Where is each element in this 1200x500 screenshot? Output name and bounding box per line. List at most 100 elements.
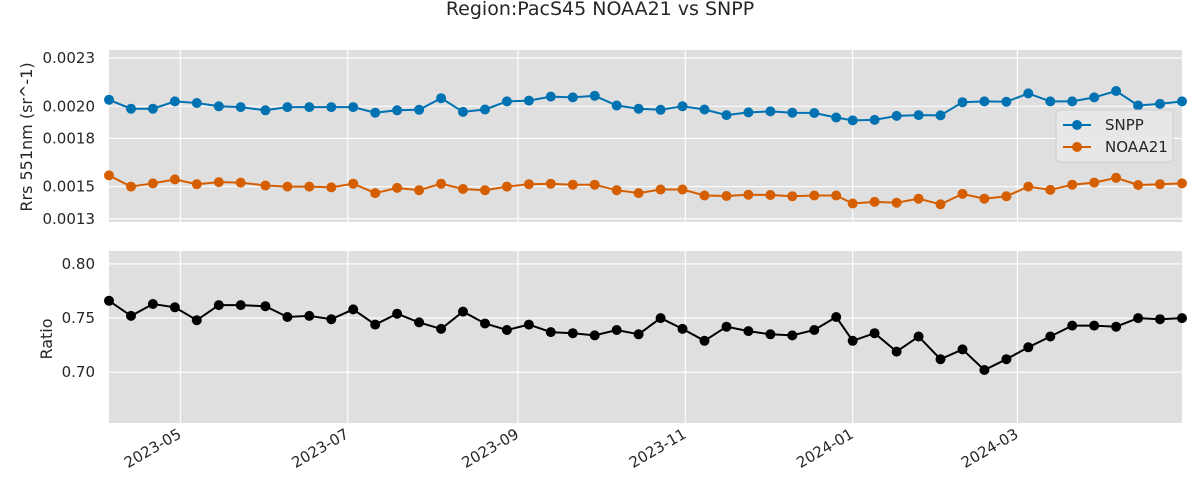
ratio-data-point — [436, 323, 447, 334]
noaa21-data-point — [523, 179, 534, 190]
noaa21-data-point — [458, 184, 468, 194]
x-tick-label: 2024-01 — [793, 425, 856, 472]
ratio-data-point — [1023, 342, 1034, 353]
noaa21-data-point — [567, 179, 578, 190]
ratio-data-point — [545, 327, 556, 338]
chart-title: Region:PacS45 NOAA21 vs SNPP — [446, 0, 754, 20]
snpp-data-point — [169, 96, 180, 107]
noaa21-data-point — [1001, 191, 1012, 202]
snpp-data-point — [935, 110, 946, 121]
ratio-data-point — [655, 313, 666, 324]
snpp-data-point — [370, 107, 381, 118]
top-panel-background — [109, 50, 1182, 222]
snpp-data-point — [787, 107, 798, 118]
x-tick-label: 2023-07 — [288, 425, 351, 472]
ratio-data-point — [1067, 320, 1078, 331]
y-tick-label: 0.0018 — [43, 129, 96, 147]
snpp-data-point — [847, 115, 858, 126]
legend-entry-label: NOAA21 — [1105, 138, 1168, 156]
ratio-data-point — [913, 331, 924, 342]
ratio-data-point — [721, 321, 732, 332]
ratio-data-point — [847, 335, 858, 346]
x-tick-label: 2023-05 — [121, 425, 184, 472]
y-tick-label: 0.0023 — [43, 49, 96, 67]
ratio-data-point — [414, 317, 425, 328]
noaa21-data-point — [935, 199, 946, 210]
noaa21-data-point — [765, 190, 776, 200]
snpp-data-point — [1067, 96, 1078, 107]
ratio-data-point — [891, 346, 902, 357]
noaa21-data-point — [235, 177, 246, 188]
ratio-data-point — [699, 335, 710, 346]
noaa21-data-point — [611, 185, 622, 196]
x-tick-label: 2024-03 — [958, 425, 1021, 472]
y-tick-label: 0.0013 — [43, 210, 96, 228]
noaa21-data-point — [126, 181, 136, 192]
snpp-data-point — [869, 114, 880, 125]
snpp-data-point — [1045, 96, 1056, 107]
ratio-data-point — [370, 319, 381, 330]
ratio-data-point — [304, 310, 315, 321]
ratio-data-point — [169, 302, 180, 313]
legend-swatch-marker — [1072, 142, 1082, 152]
snpp-data-point — [235, 102, 246, 113]
noaa21-data-point — [743, 189, 754, 200]
ratio-data-point — [1111, 321, 1122, 332]
y-tick-label: 0.0020 — [43, 97, 96, 115]
snpp-data-point — [809, 108, 820, 118]
ratio-data-point — [869, 328, 880, 339]
snpp-data-point — [523, 95, 534, 106]
noaa21-data-point — [260, 180, 271, 191]
top-panel-y-axis-label: Rrs 551nm (sr^-1) — [17, 62, 36, 211]
ratio-data-point — [611, 325, 622, 335]
snpp-data-point — [1111, 86, 1122, 96]
snpp-data-point — [611, 100, 622, 111]
ratio-data-point — [501, 325, 512, 335]
bottom-panel-series — [104, 295, 1187, 375]
snpp-data-point — [677, 101, 688, 112]
noaa21-data-point — [721, 191, 732, 201]
snpp-data-point — [721, 110, 732, 121]
noaa21-data-point — [1089, 177, 1100, 188]
noaa21-data-point — [957, 188, 968, 199]
ratio-data-point — [147, 299, 158, 309]
noaa21-data-point — [348, 178, 359, 189]
snpp-data-point — [480, 104, 490, 115]
snpp-data-point — [913, 110, 924, 121]
ratio-data-point — [765, 329, 776, 340]
noaa21-data-point — [891, 197, 902, 208]
ratio-data-point — [523, 319, 534, 330]
bottom-panel: 0.70 0.75 0.80 2023-05 2023-07 2023-09 2023-1… — [37, 251, 1187, 472]
snpp-data-point — [326, 102, 337, 113]
ratio-data-point — [743, 326, 754, 337]
snpp-data-point — [348, 102, 359, 113]
noaa21-data-point — [787, 191, 798, 202]
noaa21-data-point — [677, 184, 688, 195]
snpp-data-point — [1023, 88, 1034, 99]
noaa21-data-point — [1111, 172, 1122, 183]
top-panel: 0.0013 0.0015 0.0018 0.0020 0.0023 Rrs 551nm… — [17, 49, 1187, 228]
noaa21-data-point — [147, 178, 158, 189]
noaa21-data-point — [480, 185, 490, 196]
snpp-data-point — [1133, 100, 1144, 111]
ratio-data-point — [104, 295, 114, 306]
snpp-data-point — [147, 103, 158, 114]
snpp-data-point — [1177, 96, 1187, 107]
legend-entry-label: SNPP — [1105, 116, 1144, 134]
ratio-data-point — [677, 323, 688, 334]
snpp-data-point — [957, 97, 968, 108]
top-panel-y-ticks: 0.0013 0.0015 0.0018 0.0020 0.0023 — [43, 49, 96, 228]
noaa21-data-point — [1155, 179, 1165, 190]
ratio-data-point — [787, 330, 798, 341]
snpp-data-point — [567, 92, 578, 103]
noaa21-data-point — [831, 190, 842, 201]
legend-swatch-marker — [1072, 120, 1082, 130]
noaa21-data-point — [655, 184, 666, 195]
snpp-data-point — [891, 110, 902, 121]
snpp-data-point — [979, 96, 990, 107]
snpp-data-point — [1001, 96, 1012, 107]
ratio-data-point — [1133, 313, 1144, 324]
ratio-data-point — [831, 312, 842, 322]
noaa21-data-point — [1177, 178, 1187, 189]
ratio-data-point — [1089, 320, 1100, 331]
